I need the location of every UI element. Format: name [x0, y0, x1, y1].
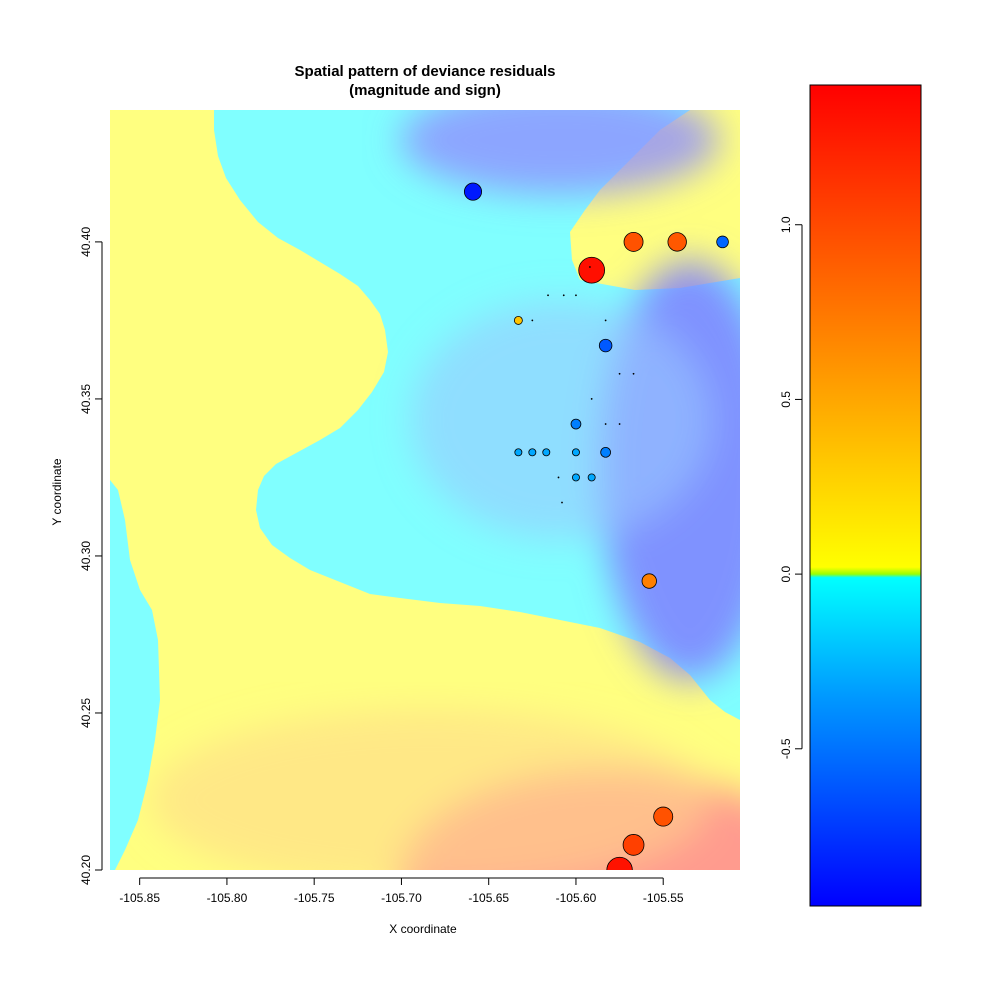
surface-gradients: [150, 710, 740, 870]
residual-point-15: [641, 573, 657, 589]
colorbar-tick-label-3: 1.0: [779, 216, 793, 233]
residual-points: [463, 182, 729, 870]
residual-point-24: [589, 266, 591, 268]
residual-point-7: [570, 418, 582, 430]
x-tick-label-4: -105.65: [468, 891, 509, 905]
colorbar-gradient: [809, 84, 922, 907]
residual-point-8: [600, 446, 611, 458]
y-tick-label-3: 40.35: [79, 384, 93, 414]
residual-point-31: [561, 501, 563, 504]
residual-point-27: [632, 372, 635, 375]
residual-point-4: [716, 235, 729, 249]
x-axis: -105.85 -105.80 -105.75 -105.70 -105.65 -105.…: [119, 877, 684, 905]
x-tick-label-0: -105.85: [119, 891, 160, 905]
residual-point-21: [575, 294, 577, 297]
chart-title-line-1: Spatial pattern of deviance residuals: [295, 63, 556, 80]
residual-point-20: [562, 294, 565, 297]
residual-point-5: [513, 315, 523, 325]
surface-blue-shading: [400, 110, 740, 680]
y-tick-label-0: 40.20: [79, 855, 93, 885]
x-tick-label-5: -105.60: [556, 891, 597, 905]
residual-point-14: [587, 473, 596, 482]
y-axis: 40.20 40.25 40.30 40.35 40.40: [79, 227, 103, 885]
residual-point-1: [578, 256, 606, 284]
x-axis-title: X coordinate: [389, 922, 457, 936]
surface-blue-center: [410, 300, 710, 540]
colorbar: -0.5 0.0 0.5 1.0: [779, 84, 922, 907]
residual-point-9: [571, 448, 580, 457]
plot-panel: [110, 110, 740, 870]
residual-point-18: [606, 856, 633, 870]
y-axis-title: Y coordinate: [50, 458, 64, 525]
residual-point-2: [623, 231, 644, 252]
residual-point-0: [463, 182, 483, 201]
residual-point-12: [542, 448, 551, 457]
residual-point-26: [618, 372, 621, 375]
residual-point-11: [528, 448, 537, 457]
x-tick-label-3: -105.70: [381, 891, 422, 905]
residual-point-16: [653, 806, 674, 827]
residual-point-17: [622, 834, 645, 856]
residual-point-10: [514, 448, 523, 457]
surface-negative-left: [110, 480, 160, 870]
y-tick-label-2: 40.30: [79, 541, 93, 571]
y-tick-label-1: 40.25: [79, 698, 93, 728]
colorbar-tick-label-2: 0.5: [779, 391, 793, 408]
chart-title-line-2: (magnitude and sign): [349, 82, 501, 99]
residual-point-6: [598, 338, 613, 353]
residual-point-30: [590, 398, 593, 400]
colorbar-tick-label-1: 0.0: [779, 565, 793, 582]
colorbar-tick-label-0: -0.5: [779, 738, 793, 759]
residual-point-3: [667, 232, 687, 252]
residual-point-13: [571, 473, 580, 482]
residual-point-28: [618, 423, 621, 425]
residual-point-29: [604, 423, 607, 425]
residual-point-23: [531, 319, 534, 322]
x-tick-label-2: -105.75: [294, 891, 335, 905]
x-tick-label-6: -105.55: [643, 891, 684, 905]
colorbar-axis: -0.5 0.0 0.5 1.0: [779, 216, 803, 759]
y-tick-label-4: 40.40: [79, 227, 93, 257]
residual-point-19: [557, 476, 560, 479]
residual-point-22: [547, 294, 549, 297]
residual-point-25: [604, 319, 607, 322]
surface-blue-top: [400, 110, 720, 195]
x-tick-label-1: -105.80: [207, 891, 248, 905]
surface-orange-bottom: [150, 710, 710, 870]
